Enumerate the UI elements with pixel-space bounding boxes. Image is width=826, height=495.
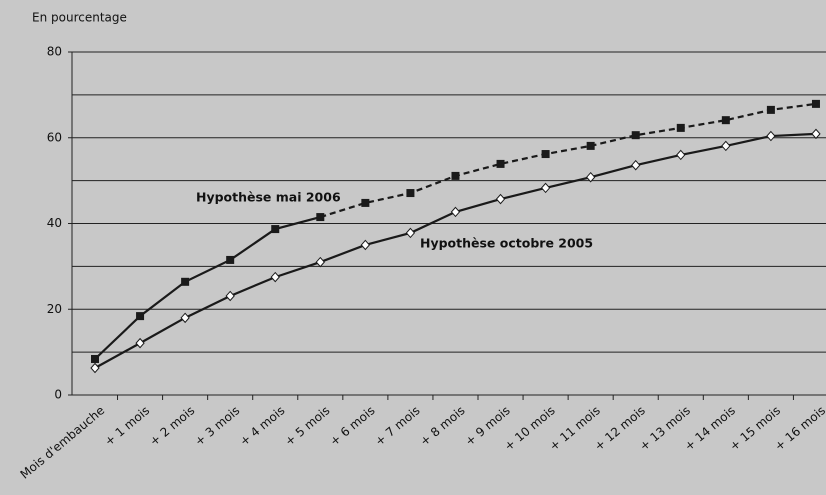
marker: [451, 171, 460, 180]
y-tick-label: 40: [47, 216, 62, 230]
series-line: [94, 132, 817, 369]
marker: [361, 198, 370, 207]
y-tick-label: 0: [54, 388, 62, 402]
series-line: [319, 102, 817, 219]
x-tick-label: + 8 mois: [417, 403, 467, 448]
marker: [496, 159, 505, 168]
marker: [495, 193, 506, 205]
marker: [136, 312, 145, 321]
series-annotation: Hypothèse octobre 2005: [420, 236, 593, 251]
marker: [450, 206, 461, 218]
marker: [406, 189, 415, 198]
y-tick-label: 60: [47, 130, 62, 144]
marker: [811, 99, 820, 108]
marker: [721, 116, 730, 125]
marker: [91, 354, 99, 363]
x-tick-label: + 2 mois: [147, 403, 197, 448]
marker: [360, 239, 371, 251]
marker: [271, 225, 280, 234]
marker: [316, 213, 325, 222]
series-annotation: Hypothèse mai 2006: [196, 190, 341, 205]
y-tick-label: 80: [47, 45, 62, 59]
series-line: [94, 216, 321, 360]
x-tick-label: + 5 mois: [282, 403, 332, 448]
marker: [315, 256, 325, 268]
marker: [586, 141, 595, 150]
marker: [180, 312, 190, 324]
marker: [676, 149, 686, 161]
y-axis-label: En pourcentage: [32, 11, 127, 25]
marker: [181, 277, 190, 286]
x-tick-label: + 7 mois: [372, 403, 422, 448]
y-tick-label: 20: [47, 302, 62, 316]
marker: [540, 182, 551, 194]
marker: [405, 227, 416, 239]
x-tick-label: + 1 mois: [102, 403, 152, 448]
marker: [585, 171, 596, 183]
marker: [270, 271, 280, 283]
x-tick-label: Mois d'embauche: [18, 403, 108, 481]
marker: [541, 150, 550, 159]
marker: [631, 131, 640, 140]
x-tick-label: + 4 mois: [237, 403, 287, 448]
marker: [226, 255, 235, 264]
marker: [225, 290, 235, 302]
x-tick-label: + 3 mois: [192, 403, 242, 448]
marker: [811, 128, 821, 140]
marker: [135, 337, 145, 349]
x-tick-label: + 6 mois: [327, 403, 377, 448]
marker: [676, 123, 685, 132]
marker: [90, 362, 100, 374]
marker: [721, 140, 731, 152]
marker: [766, 105, 775, 114]
marker: [631, 159, 641, 171]
marker: [766, 130, 776, 142]
